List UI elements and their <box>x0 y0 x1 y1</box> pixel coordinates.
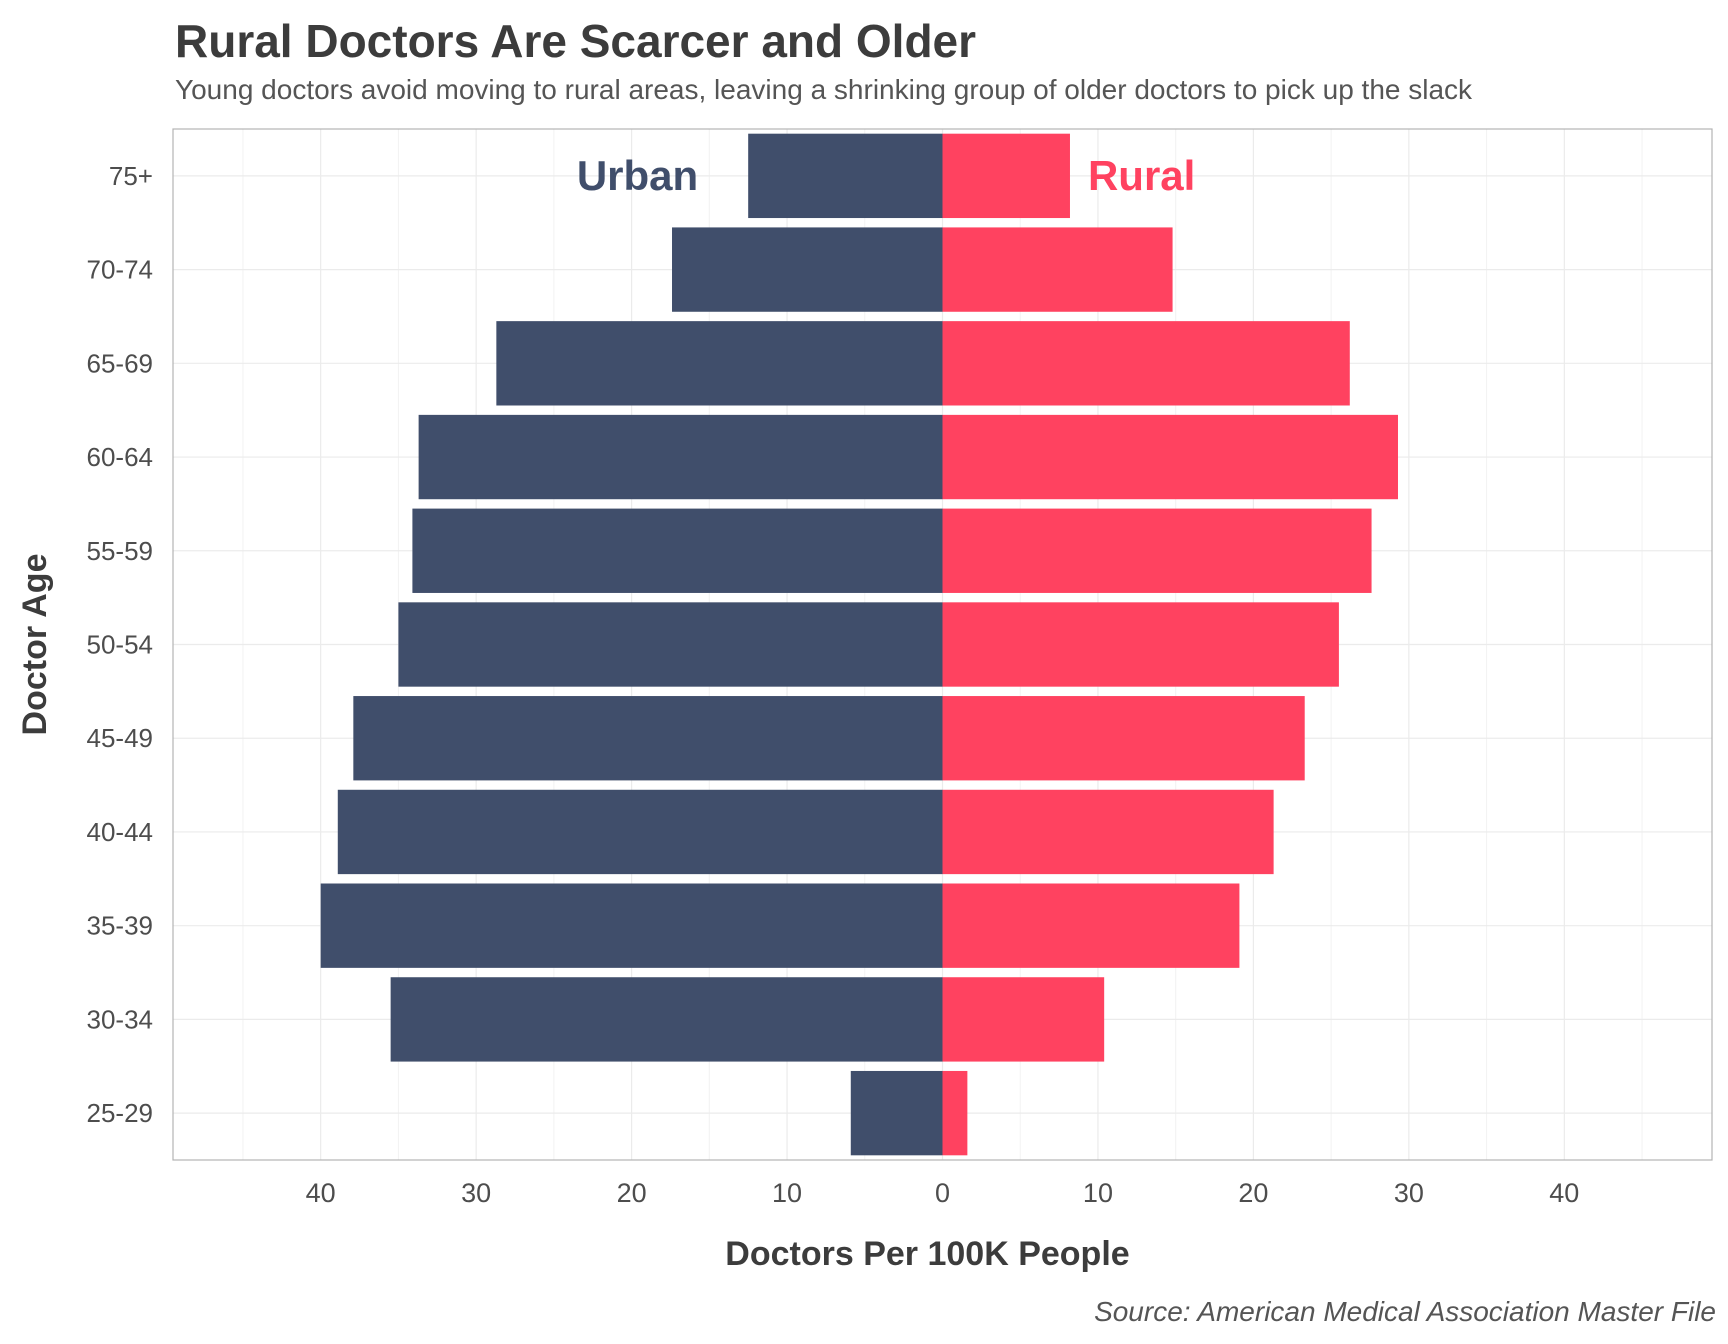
bar-urban-65-69 <box>496 321 943 406</box>
y-tick-label: 70-74 <box>87 255 154 285</box>
chart-subtitle: Young doctors avoid moving to rural area… <box>175 74 1473 105</box>
x-tick-label: 10 <box>1083 1178 1113 1208</box>
x-tick-label: 10 <box>772 1178 802 1208</box>
bar-rural-25-29 <box>942 1070 968 1156</box>
x-axis-title: Doctors Per 100K People <box>725 1235 1129 1273</box>
bar-urban-60-64 <box>418 414 943 500</box>
x-tick-label: 40 <box>306 1178 336 1208</box>
bar-urban-40-44 <box>337 789 943 875</box>
bar-urban-75+ <box>748 133 943 219</box>
bar-rural-30-34 <box>942 977 1105 1062</box>
y-tick-label: 75+ <box>109 161 153 191</box>
x-tick-label: 20 <box>617 1178 647 1208</box>
bar-urban-45-49 <box>353 696 943 781</box>
y-tick-label: 35-39 <box>87 911 154 941</box>
x-tick-label: 0 <box>935 1178 950 1208</box>
bar-rural-75+ <box>942 133 1070 219</box>
bar-rural-50-54 <box>942 602 1339 687</box>
series-label-urban: Urban <box>577 152 698 199</box>
bar-rural-45-49 <box>942 696 1305 781</box>
y-axis-title: Doctor Age <box>16 554 54 736</box>
chart-title: Rural Doctors Are Scarcer and Older <box>175 15 977 67</box>
bar-urban-70-74 <box>672 227 943 312</box>
y-tick-label: 45-49 <box>87 723 154 753</box>
bar-rural-35-39 <box>942 883 1240 968</box>
y-tick-label: 60-64 <box>87 442 154 472</box>
source-note: Source: American Medical Association Mas… <box>1094 1296 1716 1327</box>
bar-rural-65-69 <box>942 321 1350 406</box>
bar-urban-35-39 <box>320 883 943 968</box>
bar-urban-30-34 <box>390 977 943 1062</box>
bar-rural-40-44 <box>942 789 1274 875</box>
y-tick-label: 55-59 <box>87 536 154 566</box>
y-tick-label: 50-54 <box>87 630 154 660</box>
y-tick-label: 65-69 <box>87 348 154 378</box>
x-tick-label: 20 <box>1238 1178 1268 1208</box>
bar-urban-55-59 <box>412 508 943 593</box>
y-tick-label: 30-34 <box>87 1004 154 1034</box>
series-label-rural: Rural <box>1088 152 1195 199</box>
plot-border <box>172 128 1713 1161</box>
y-tick-label: 25-29 <box>87 1098 154 1128</box>
bar-urban-25-29 <box>850 1070 943 1156</box>
bar-rural-60-64 <box>942 414 1398 500</box>
bar-urban-50-54 <box>398 602 943 687</box>
bar-rural-70-74 <box>942 227 1173 312</box>
x-tick-label: 30 <box>461 1178 491 1208</box>
x-tick-label: 30 <box>1394 1178 1424 1208</box>
bar-rural-55-59 <box>942 508 1372 593</box>
y-tick-label: 40-44 <box>87 817 154 847</box>
x-tick-label: 40 <box>1549 1178 1579 1208</box>
